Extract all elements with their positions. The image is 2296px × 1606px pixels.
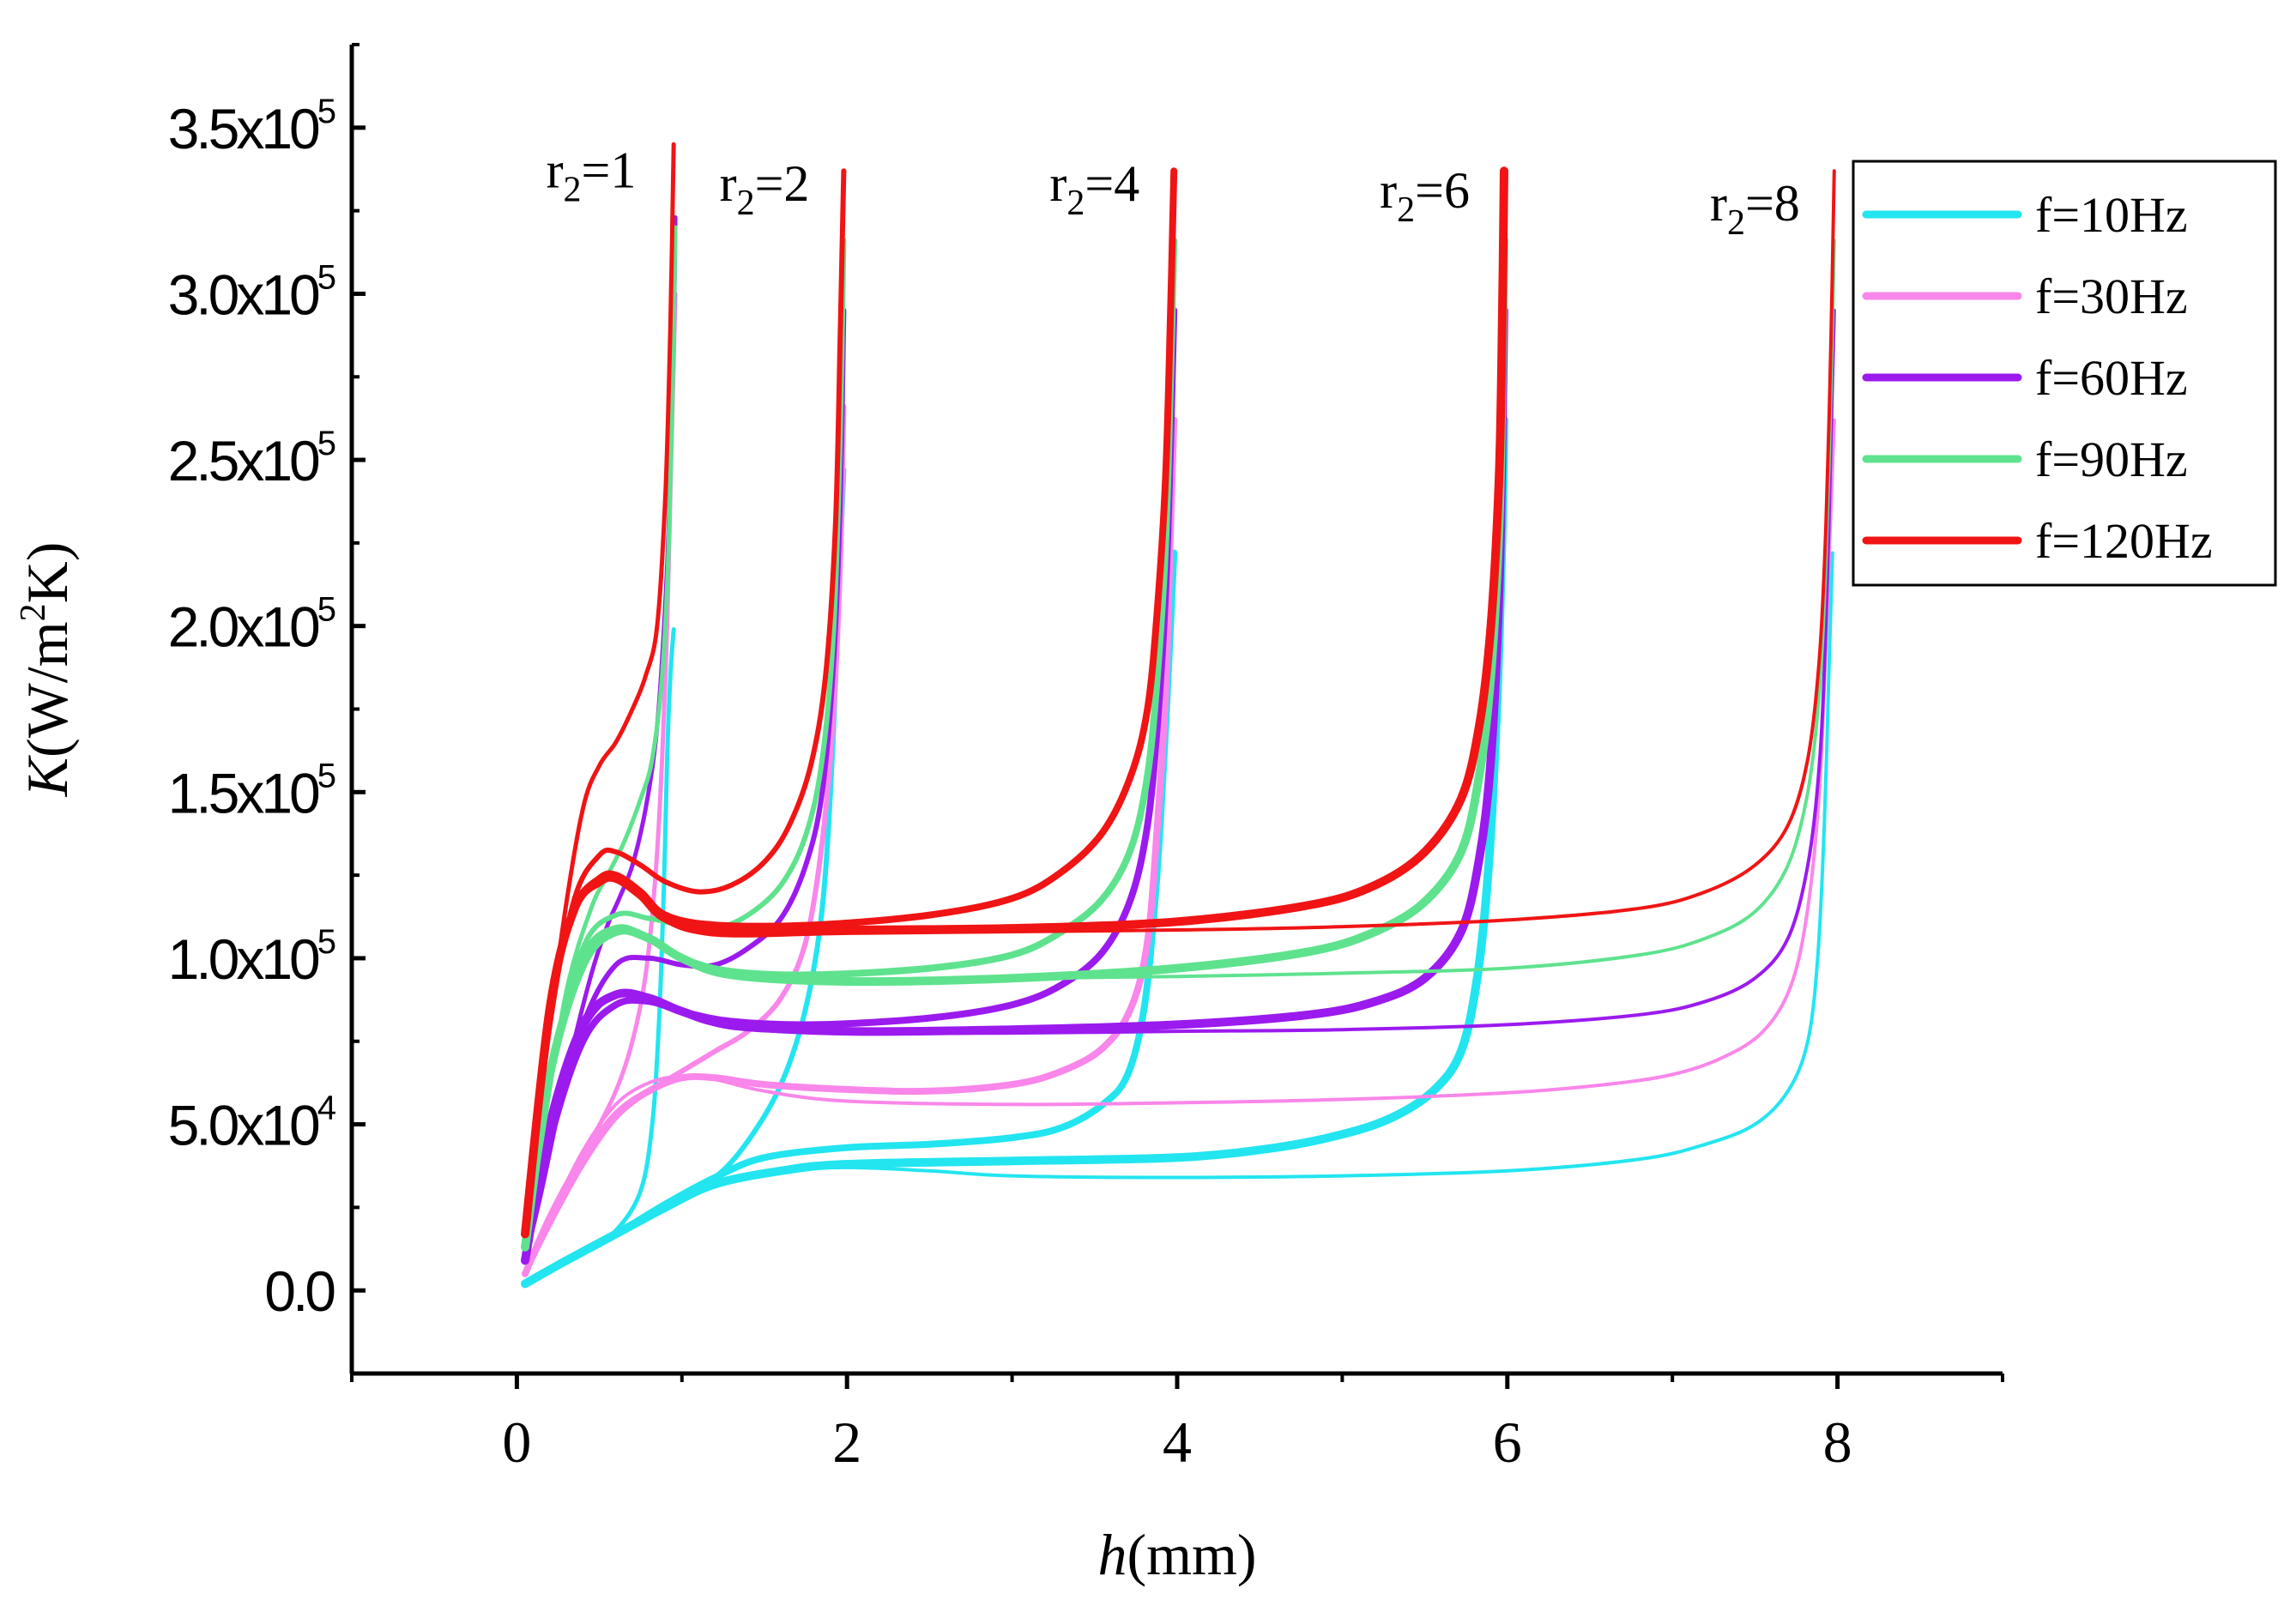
r2-label-2: r2=2 (720, 155, 810, 223)
legend-label-f-60hz: f=60Hz (2035, 350, 2188, 406)
y-tick-label: 1.5x105 (168, 757, 335, 824)
x-axis-label: h(mm) (1097, 1522, 1256, 1587)
legend-label-f-120hz: f=120Hz (2035, 513, 2213, 569)
x-ticks: 0 2 4 6 8 (350, 1374, 2004, 1475)
legend-label-f-90hz: f=90Hz (2035, 432, 2188, 487)
legend-box (1852, 160, 2277, 587)
series-line-f-120hz-r2-8 (523, 169, 1836, 1236)
x-tick-label: 4 (1163, 1410, 1192, 1475)
y-axis-label-var: K (15, 754, 80, 797)
x-axis-label-unit: (mm) (1127, 1522, 1256, 1587)
series-f-120hz (521, 142, 1836, 1239)
r2-label-1: r2=1 (547, 142, 637, 210)
y-tick-label: 2.0x105 (168, 591, 335, 659)
y-axis-label-unit-post: K) (15, 542, 80, 604)
r2-label-5: r2=8 (1710, 175, 1800, 243)
y-axis-label: K(W/m2K) (14, 542, 80, 798)
series-line-f-10hz-r2-8 (523, 551, 1834, 1286)
y-tick-label: 1.0x105 (168, 923, 335, 991)
y-tick-label: 3.5x105 (168, 93, 335, 160)
r2-label-4: r2=6 (1380, 162, 1470, 230)
x-tick-label: 2 (832, 1410, 861, 1475)
x-tick-label: 8 (1823, 1410, 1852, 1475)
series-line-f-90hz-r2-8 (523, 238, 1836, 1249)
y-tick-label: 0.0 (264, 1259, 335, 1323)
x-axis-label-var: h (1097, 1522, 1127, 1587)
x-tick-label: 0 (502, 1410, 531, 1475)
y-axis-label-sup: 2 (14, 603, 53, 621)
plot-curves (521, 142, 1836, 1289)
r2-annotations: r2=1 r2=2 r2=4 r2=6 r2=8 (547, 142, 1800, 244)
x-tick-label: 6 (1493, 1410, 1522, 1475)
y-tick-label: 2.5x105 (168, 425, 335, 492)
series-line-f-30hz-r2-4 (522, 416, 1178, 1277)
series-line-f-60hz-r2-8 (523, 308, 1836, 1263)
y-axis-label-unit-pre: (W/m (15, 621, 80, 758)
series-line-f-30hz-r2-8 (523, 418, 1836, 1276)
y-tick-label: 3.0x105 (168, 258, 335, 326)
legend-label-f-30hz: f=30Hz (2035, 269, 2188, 324)
r2-label-3: r2=4 (1049, 155, 1139, 223)
legend-label-f-10hz: f=10Hz (2035, 187, 2188, 243)
legend: f=10Hz f=30Hz f=60Hz f=90Hz f=120Hz (1852, 160, 2277, 587)
y-tick-label: 5.0x104 (168, 1090, 336, 1157)
y-ticks: 0.0 5.0x104 1.0x105 1.5x105 2.0x105 2.5x105 3.… (168, 43, 366, 1323)
